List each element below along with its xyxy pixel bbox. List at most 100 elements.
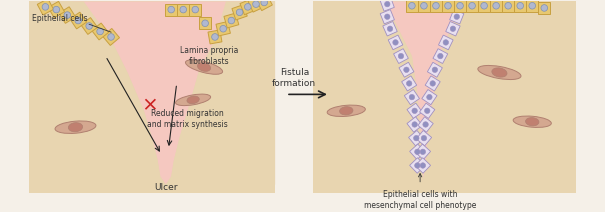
Ellipse shape	[168, 6, 174, 13]
Ellipse shape	[75, 17, 82, 24]
Ellipse shape	[68, 123, 83, 132]
FancyBboxPatch shape	[478, 0, 490, 12]
FancyBboxPatch shape	[408, 130, 424, 146]
Ellipse shape	[42, 4, 49, 10]
Ellipse shape	[454, 14, 459, 20]
FancyBboxPatch shape	[189, 4, 201, 16]
FancyBboxPatch shape	[450, 10, 464, 24]
FancyBboxPatch shape	[418, 0, 430, 12]
Ellipse shape	[457, 3, 463, 9]
FancyBboxPatch shape	[224, 13, 239, 28]
FancyBboxPatch shape	[38, 0, 53, 15]
Ellipse shape	[339, 107, 353, 115]
Ellipse shape	[409, 94, 414, 100]
FancyBboxPatch shape	[410, 158, 425, 173]
FancyBboxPatch shape	[80, 18, 97, 34]
Ellipse shape	[526, 118, 539, 126]
FancyBboxPatch shape	[402, 76, 417, 91]
Ellipse shape	[427, 94, 432, 100]
Ellipse shape	[541, 5, 548, 11]
FancyBboxPatch shape	[165, 4, 177, 16]
FancyBboxPatch shape	[240, 0, 256, 15]
FancyBboxPatch shape	[256, 0, 272, 11]
Ellipse shape	[244, 4, 251, 10]
FancyBboxPatch shape	[502, 0, 514, 12]
FancyBboxPatch shape	[420, 103, 435, 119]
Ellipse shape	[393, 40, 398, 45]
Ellipse shape	[407, 81, 412, 86]
Ellipse shape	[237, 9, 243, 16]
Ellipse shape	[385, 1, 390, 7]
Ellipse shape	[492, 68, 507, 77]
Ellipse shape	[228, 17, 235, 24]
FancyBboxPatch shape	[415, 144, 431, 160]
FancyBboxPatch shape	[59, 7, 76, 23]
Polygon shape	[29, 1, 166, 193]
FancyBboxPatch shape	[410, 144, 425, 160]
Ellipse shape	[408, 3, 415, 9]
Ellipse shape	[493, 3, 500, 9]
Ellipse shape	[420, 163, 425, 168]
Ellipse shape	[437, 53, 443, 59]
FancyBboxPatch shape	[399, 62, 414, 77]
Ellipse shape	[412, 108, 417, 114]
Ellipse shape	[469, 3, 476, 9]
Ellipse shape	[55, 121, 96, 134]
Ellipse shape	[192, 6, 198, 13]
Polygon shape	[73, 1, 248, 185]
Polygon shape	[313, 1, 423, 193]
FancyBboxPatch shape	[439, 35, 453, 50]
Ellipse shape	[412, 122, 417, 127]
FancyBboxPatch shape	[526, 0, 538, 12]
Text: Epithelial cells with
mesenchymal cell phenotype: Epithelial cells with mesenchymal cell p…	[364, 190, 476, 210]
Ellipse shape	[432, 67, 437, 73]
FancyBboxPatch shape	[381, 0, 394, 11]
Ellipse shape	[404, 67, 409, 73]
Ellipse shape	[529, 3, 535, 9]
Ellipse shape	[202, 20, 209, 26]
Ellipse shape	[456, 1, 461, 7]
Ellipse shape	[212, 34, 218, 40]
FancyBboxPatch shape	[430, 0, 442, 12]
Ellipse shape	[421, 135, 427, 141]
Ellipse shape	[414, 149, 420, 155]
Ellipse shape	[175, 94, 211, 106]
Ellipse shape	[327, 105, 365, 116]
Ellipse shape	[385, 14, 390, 20]
Ellipse shape	[513, 116, 551, 127]
FancyBboxPatch shape	[514, 0, 526, 12]
FancyBboxPatch shape	[248, 0, 264, 12]
Ellipse shape	[425, 108, 430, 114]
Ellipse shape	[433, 3, 439, 9]
FancyBboxPatch shape	[454, 0, 466, 12]
Ellipse shape	[517, 3, 523, 9]
Ellipse shape	[414, 163, 420, 168]
FancyBboxPatch shape	[380, 10, 394, 24]
Ellipse shape	[481, 3, 488, 9]
FancyBboxPatch shape	[466, 0, 478, 12]
Ellipse shape	[86, 23, 93, 29]
FancyBboxPatch shape	[388, 35, 403, 50]
Ellipse shape	[445, 3, 451, 9]
Ellipse shape	[180, 6, 186, 13]
Ellipse shape	[64, 12, 71, 18]
Text: Fistula
formation: Fistula formation	[272, 68, 316, 88]
Ellipse shape	[430, 81, 436, 86]
FancyBboxPatch shape	[177, 4, 189, 16]
Ellipse shape	[220, 25, 226, 32]
FancyBboxPatch shape	[416, 130, 431, 146]
FancyBboxPatch shape	[490, 0, 502, 12]
Ellipse shape	[478, 66, 521, 80]
FancyBboxPatch shape	[425, 76, 440, 91]
FancyBboxPatch shape	[92, 23, 108, 40]
Ellipse shape	[253, 1, 260, 7]
FancyBboxPatch shape	[538, 2, 551, 14]
FancyBboxPatch shape	[427, 62, 442, 77]
Text: Epithelial cells: Epithelial cells	[31, 14, 87, 23]
FancyBboxPatch shape	[446, 21, 460, 36]
Ellipse shape	[505, 3, 511, 9]
Ellipse shape	[53, 6, 60, 13]
FancyBboxPatch shape	[232, 5, 247, 20]
FancyBboxPatch shape	[208, 30, 222, 44]
FancyBboxPatch shape	[451, 0, 465, 11]
